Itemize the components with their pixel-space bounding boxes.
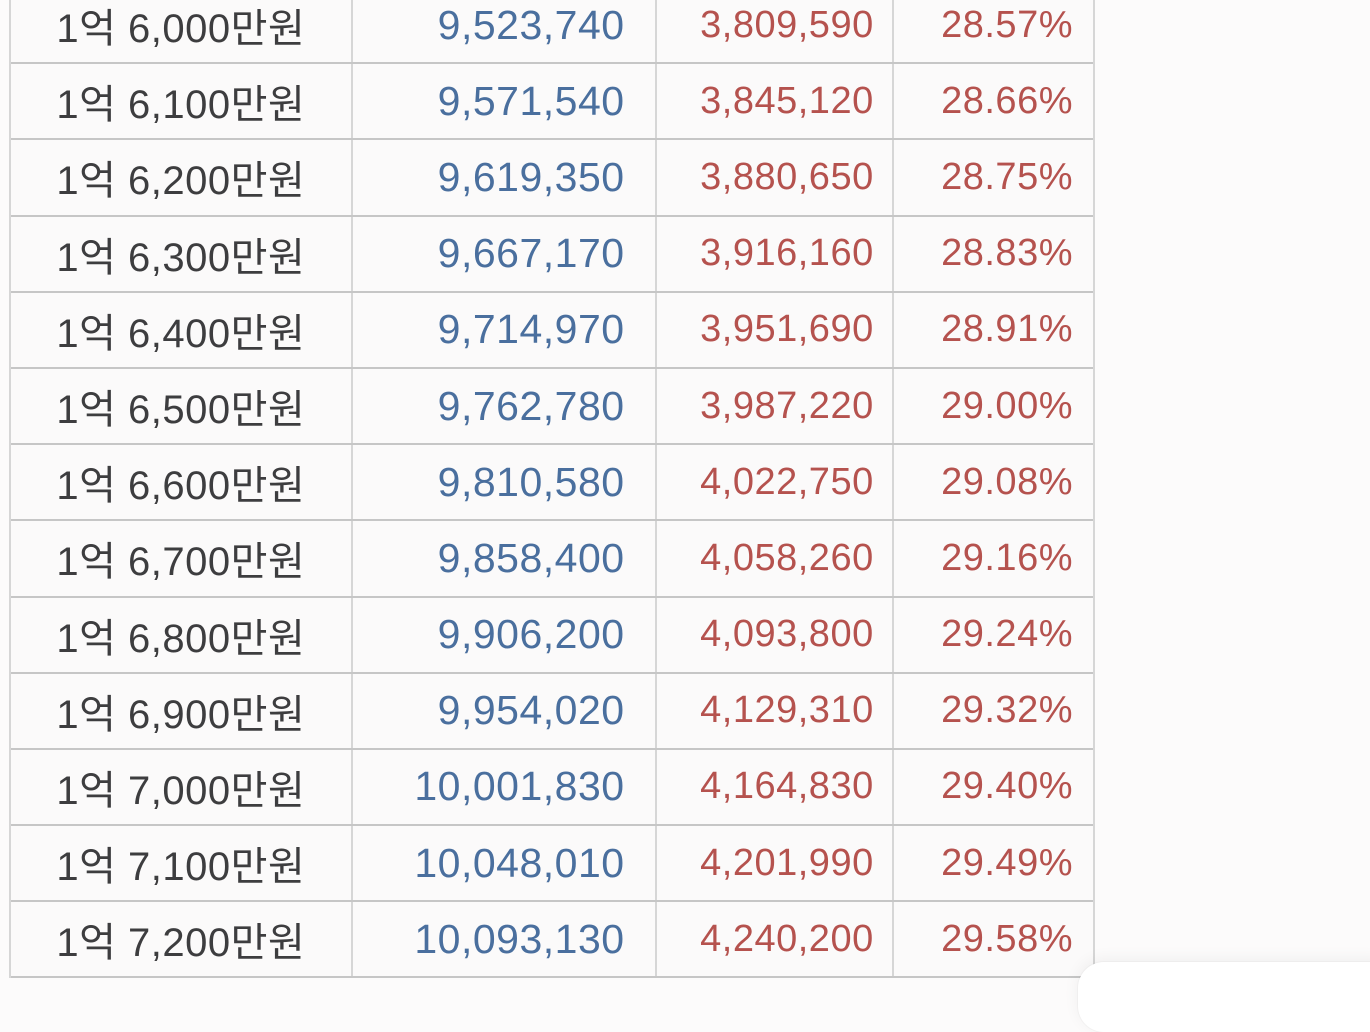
blue-amount-cell: 10,093,130 [350, 902, 655, 977]
annual-salary-cell: 1억 6,000만원 [56, 7, 306, 52]
red-amount-cell: 4,164,830 [654, 749, 892, 825]
blue-amount-cell: 9,619,350 [350, 140, 655, 215]
percent-rate-cell: 29.32% [891, 673, 1093, 748]
percent-rate-cell: 29.08% [891, 445, 1093, 520]
annual-salary-cell: 1억 7,200만원 [56, 921, 306, 966]
red-amount-cell: 4,093,800 [654, 597, 892, 672]
annual-salary-cell: 1억 6,300만원 [56, 235, 306, 280]
blue-amount-cell: 10,048,010 [350, 826, 655, 901]
table-row: 1억 6,200만원 9,619,350 3,880,650 28.75% [11, 140, 1093, 217]
table-row: 1억 6,100만원 9,571,540 3,845,120 28.66% [11, 64, 1093, 141]
table-row: 1억 7,000만원 10,001,830 4,164,830 29.40% [11, 749, 1093, 827]
percent-rate-cell: 28.66% [891, 64, 1093, 139]
blue-amount-cell: 9,954,020 [350, 673, 655, 748]
blue-amount-cell: 10,001,830 [350, 749, 655, 825]
red-amount-cell: 3,916,160 [654, 216, 892, 291]
annual-salary-cell: 1억 6,600만원 [56, 464, 306, 509]
table-row: 1억 6,000만원 9,523,740 3,809,590 28.57% [11, 0, 1093, 65]
percent-rate-cell: 28.83% [891, 216, 1093, 291]
percent-rate-cell: 29.58% [891, 902, 1093, 977]
floating-card-peek [1078, 962, 1370, 1032]
percent-rate-cell: 28.91% [891, 292, 1093, 367]
red-amount-cell: 4,201,990 [654, 826, 892, 901]
blue-amount-cell: 9,523,740 [350, 0, 655, 63]
table-row: 1억 6,400만원 9,714,970 3,951,690 28.91% [11, 292, 1093, 369]
percent-rate-cell: 28.57% [891, 0, 1093, 63]
red-amount-cell: 3,880,650 [654, 140, 892, 215]
red-amount-cell: 3,987,220 [654, 368, 892, 444]
table-row: 1억 6,700만원 9,858,400 4,058,260 29.16% [11, 521, 1093, 598]
blue-amount-cell: 9,714,970 [350, 292, 655, 367]
red-amount-cell: 3,951,690 [654, 292, 892, 367]
annual-salary-cell: 1억 7,000만원 [56, 768, 306, 813]
table-row: 1억 6,300만원 9,667,170 3,916,160 28.83% [11, 216, 1093, 293]
percent-rate-cell: 29.16% [891, 521, 1093, 596]
red-amount-cell: 4,240,200 [654, 902, 892, 977]
red-amount-cell: 3,845,120 [654, 64, 892, 139]
percent-rate-cell: 29.00% [891, 368, 1093, 444]
annual-salary-cell: 1억 6,800만원 [56, 616, 306, 661]
annual-salary-cell: 1억 6,500만원 [56, 388, 306, 433]
percent-rate-cell: 29.40% [891, 749, 1093, 825]
percent-rate-cell: 28.75% [891, 140, 1093, 215]
table-row: 1억 6,900만원 9,954,020 4,129,310 29.32% [11, 673, 1093, 750]
percent-rate-cell: 29.49% [891, 826, 1093, 901]
annual-salary-cell: 1억 6,700만원 [56, 540, 306, 585]
salary-tax-table: 1억 6,000만원 9,523,740 3,809,590 28.57% 1억… [9, 0, 1095, 979]
table-row: 1억 6,800만원 9,906,200 4,093,800 29.24% [11, 597, 1093, 674]
annual-salary-cell: 1억 6,400만원 [56, 311, 306, 356]
percent-rate-cell: 29.24% [891, 597, 1093, 672]
blue-amount-cell: 9,906,200 [350, 597, 655, 672]
annual-salary-cell: 1억 6,200만원 [56, 159, 306, 204]
red-amount-cell: 3,809,590 [654, 0, 892, 63]
blue-amount-cell: 9,571,540 [350, 64, 655, 139]
red-amount-cell: 4,058,260 [654, 521, 892, 596]
table-row: 1억 6,500만원 9,762,780 3,987,220 29.00% [11, 368, 1093, 446]
blue-amount-cell: 9,667,170 [350, 216, 655, 291]
table-row: 1억 6,600만원 9,810,580 4,022,750 29.08% [11, 445, 1093, 522]
annual-salary-cell: 1억 6,100만원 [56, 83, 306, 128]
annual-salary-cell: 1억 7,100만원 [56, 845, 306, 890]
blue-amount-cell: 9,810,580 [350, 445, 655, 520]
table-row: 1억 7,200만원 10,093,130 4,240,200 29.58% [11, 902, 1093, 979]
red-amount-cell: 4,129,310 [654, 673, 892, 748]
blue-amount-cell: 9,762,780 [350, 368, 655, 444]
table-row: 1억 7,100만원 10,048,010 4,201,990 29.49% [11, 826, 1093, 903]
red-amount-cell: 4,022,750 [654, 445, 892, 520]
blue-amount-cell: 9,858,400 [350, 521, 655, 596]
annual-salary-cell: 1억 6,900만원 [56, 692, 306, 737]
